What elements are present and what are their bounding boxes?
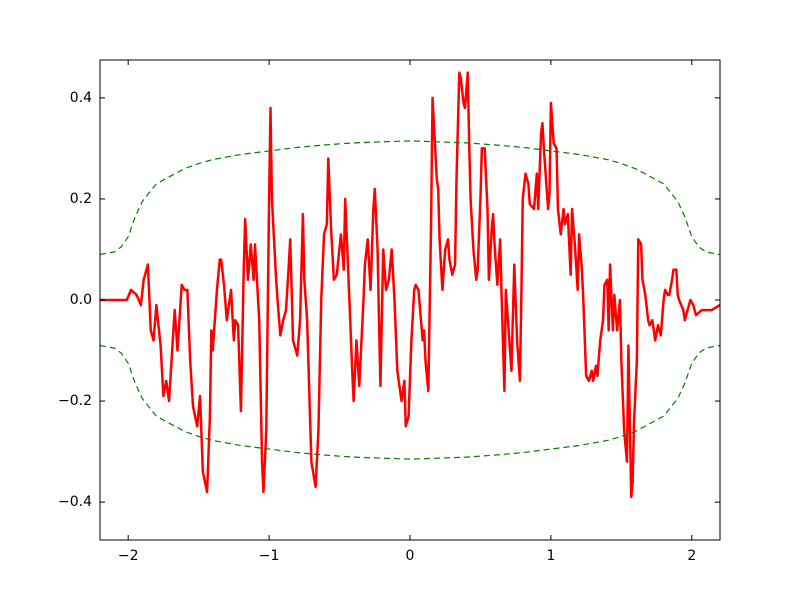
plot-lines <box>100 71 720 499</box>
x-tick-label: 2 <box>687 548 696 564</box>
y-tick-label: 0.4 <box>70 90 92 106</box>
y-tick-label: 0.0 <box>70 292 92 308</box>
x-tick-label: −2 <box>118 548 139 564</box>
y-tick-label: 0.2 <box>70 191 92 207</box>
x-tick-label: −1 <box>259 548 280 564</box>
x-tick-label: 0 <box>406 548 415 564</box>
x-tick-label: 1 <box>546 548 555 564</box>
data-line <box>100 71 720 499</box>
y-tick-label: −0.4 <box>58 494 92 510</box>
data-line <box>100 344 720 460</box>
data-line <box>100 140 720 256</box>
y-tick-label: −0.2 <box>58 393 92 409</box>
